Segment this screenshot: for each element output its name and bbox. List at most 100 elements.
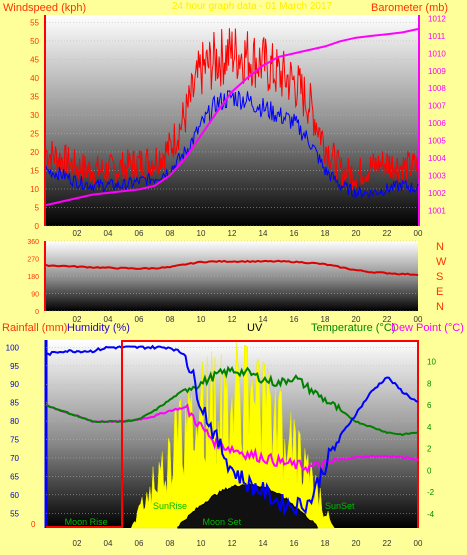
compass-n: N <box>436 301 444 313</box>
wind-tick-label: 30 <box>30 111 39 120</box>
wind-x-tick: 08 <box>166 229 175 238</box>
barometer-tick-label: 1003 <box>428 171 446 180</box>
rainfall-axis-title: Rainfall (mm) <box>2 322 67 334</box>
wind-x-tick: 20 <box>352 229 361 238</box>
wind-x-tick: 18 <box>321 229 330 238</box>
barometer-tick-label: 1005 <box>428 137 446 146</box>
temperature-axis-title: Temperature (°C) <box>311 322 395 334</box>
humidity-axis-title: Humidity (%) <box>67 322 130 334</box>
temp-x-tick: 02 <box>73 539 82 548</box>
temp-x-tick: 06 <box>135 539 144 548</box>
tick-label-layer: 0510152025303540455055100110021003100410… <box>6 14 447 548</box>
barometer-tick-label: 1010 <box>428 49 446 58</box>
windspeed-axis-title: Windspeed (kph) <box>3 2 86 14</box>
direction-tick-label: 360 <box>27 239 39 246</box>
direction-x-tick: 14 <box>259 315 268 324</box>
temperature-tick-label: 10 <box>427 358 436 367</box>
dewpoint-axis-title: Dew Point (°C) <box>391 322 464 334</box>
wind-tick-label: 15 <box>30 166 39 175</box>
humidity-tick-label: 85 <box>10 399 19 408</box>
barometer-tick-label: 1001 <box>428 206 446 215</box>
wind-tick-label: 55 <box>30 18 39 27</box>
event-sunset: SunSet <box>325 501 355 511</box>
wind-tick-label: 50 <box>30 37 39 46</box>
direction-x-tick: 10 <box>197 315 206 324</box>
humidity-tick-label: 80 <box>10 417 19 426</box>
uv-area <box>130 342 335 529</box>
temp-x-tick: 08 <box>166 539 175 548</box>
temp-x-tick: 00 <box>414 539 423 548</box>
temperature-tick-label: -2 <box>427 488 435 497</box>
wind-x-tick: 12 <box>228 229 237 238</box>
humidity-tick-label: 70 <box>10 454 19 463</box>
wind-x-tick: 22 <box>383 229 392 238</box>
event-labels: Moon Rise SunRise Moon Set SunSet <box>65 501 355 527</box>
wind-tick-label: 45 <box>30 55 39 64</box>
series-layer <box>45 28 419 528</box>
event-sunrise: SunRise <box>153 501 187 511</box>
wind-x-tick: 04 <box>104 229 113 238</box>
direction-x-tick: 16 <box>290 315 299 324</box>
humidity-tick-label: 55 <box>10 509 19 518</box>
temp-x-tick: 04 <box>104 539 113 548</box>
direction-x-tick: 18 <box>321 315 330 324</box>
temperature-tick-label: -4 <box>427 510 435 519</box>
compass-s: S <box>436 271 443 283</box>
direction-x-tick: 06 <box>135 315 144 324</box>
chart-title: 24 hour graph data - 01 March 2017 <box>172 1 333 12</box>
wind-x-tick: 02 <box>73 229 82 238</box>
average-wind-line <box>45 90 419 200</box>
event-moon-rise: Moon Rise <box>65 517 108 527</box>
wind-tick-label: 0 <box>35 222 40 231</box>
temp-x-tick: 14 <box>259 539 268 548</box>
humidity-line <box>45 344 419 517</box>
rain-tick-label: 0 <box>31 520 36 529</box>
temp-x-tick: 18 <box>321 539 330 548</box>
temp-x-tick: 20 <box>352 539 361 548</box>
barometer-tick-label: 1007 <box>428 102 446 111</box>
barometer-line <box>45 28 419 207</box>
direction-x-tick: 12 <box>228 315 237 324</box>
wind-x-tick: 16 <box>290 229 299 238</box>
humidity-tick-label: 65 <box>10 472 19 481</box>
barometer-tick-label: 1009 <box>428 67 446 76</box>
temperature-tick-label: 0 <box>427 466 432 475</box>
temperature-tick-label: 8 <box>427 379 432 388</box>
uv-axis-title: UV <box>247 322 263 334</box>
temp-x-tick: 10 <box>197 539 206 548</box>
temp-x-tick: 16 <box>290 539 299 548</box>
humidity-tick-label: 100 <box>6 343 20 352</box>
wind-tick-label: 40 <box>30 74 39 83</box>
event-moon-set: Moon Set <box>203 517 242 527</box>
wind-tick-label: 20 <box>30 148 39 157</box>
barometer-axis-title: Barometer (mb) <box>371 2 448 14</box>
compass-e: E <box>436 286 443 298</box>
compass-n: N <box>436 241 444 253</box>
gust-line <box>45 28 419 189</box>
temperature-line <box>45 365 419 437</box>
direction-x-tick: 04 <box>104 315 113 324</box>
direction-tick-label: 90 <box>31 292 39 299</box>
wind-tick-label: 35 <box>30 92 39 101</box>
barometer-tick-label: 1006 <box>428 119 446 128</box>
direction-x-tick: 22 <box>383 315 392 324</box>
humidity-tick-label: 75 <box>10 436 19 445</box>
rainfall-line <box>46 340 418 528</box>
direction-x-tick: 00 <box>414 315 423 324</box>
wind-tick-label: 10 <box>30 185 39 194</box>
humidity-tick-label: 90 <box>10 380 19 389</box>
temp-x-tick: 12 <box>228 539 237 548</box>
compass-w: W <box>436 256 447 268</box>
wind-tick-label: 5 <box>35 203 40 212</box>
uv-layer <box>130 342 335 529</box>
wind-x-tick: 06 <box>135 229 144 238</box>
wind-x-tick: 10 <box>197 229 206 238</box>
temp-x-tick: 22 <box>383 539 392 548</box>
barometer-tick-label: 1004 <box>428 154 446 163</box>
direction-tick-label: 270 <box>27 257 39 264</box>
direction-tick-label: 180 <box>27 274 39 281</box>
barometer-tick-label: 1012 <box>428 14 446 23</box>
wind-direction-line <box>45 259 419 276</box>
